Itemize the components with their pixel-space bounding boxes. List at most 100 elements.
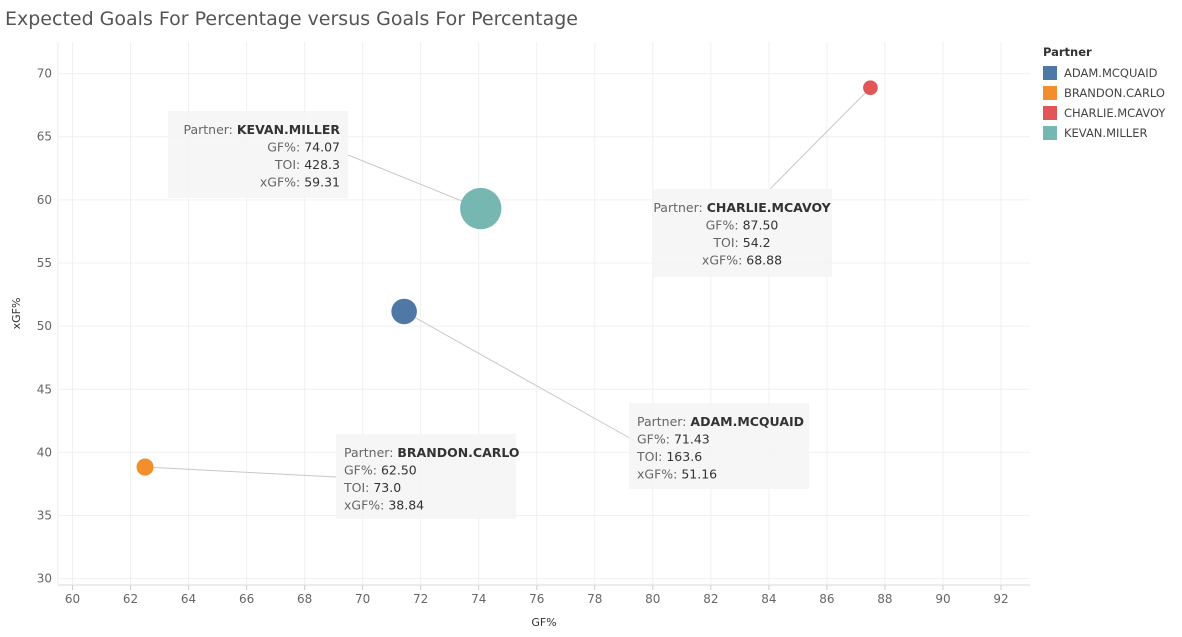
annotation-value: KEVAN.MILLER — [237, 122, 340, 137]
annotation-line: xGF%: 68.88 — [702, 253, 782, 268]
annotation-key: xGF%: — [702, 253, 746, 268]
annotation-connector — [769, 87, 871, 190]
annotation-line: TOI: 54.2 — [712, 235, 770, 250]
chart-title: Expected Goals For Percentage versus Goa… — [5, 8, 578, 30]
legend-item[interactable]: BRANDON.CARLO — [1043, 83, 1165, 103]
legend-title: Partner — [1043, 45, 1092, 59]
annotation-value: 38.84 — [388, 498, 424, 513]
annotation-line: TOI: 73.0 — [343, 480, 401, 495]
point-brandon-carlo[interactable] — [136, 458, 154, 476]
annotation-value: 54.2 — [743, 235, 771, 250]
annotation-line: GF%: 87.50 — [706, 218, 779, 233]
annotation-value: 62.50 — [381, 463, 417, 478]
annotation-line: Partner: BRANDON.CARLO — [344, 445, 520, 460]
x-tick-label: 84 — [761, 592, 776, 606]
x-tick-label: 88 — [877, 592, 892, 606]
y-tick-label: 45 — [37, 382, 52, 396]
annotation-value: 68.88 — [746, 253, 782, 268]
legend: Partner ADAM.MCQUAID BRANDON.CARLO CHARLIE… — [1043, 45, 1165, 143]
annotation-value: 428.3 — [304, 157, 340, 172]
legend-item[interactable]: CHARLIE.MCAVOY — [1043, 103, 1165, 123]
annotation-line: Partner: ADAM.MCQUAID — [637, 414, 804, 429]
annotation-key: GF%: — [267, 140, 304, 155]
annotation-line: xGF%: 59.31 — [260, 175, 340, 190]
y-tick-label: 65 — [37, 130, 52, 144]
annotation-line: Partner: CHARLIE.MCAVOY — [653, 200, 831, 215]
y-tick-label: 55 — [37, 256, 52, 270]
annotation-key: TOI: — [343, 480, 373, 495]
legend-label: KEVAN.MILLER — [1064, 126, 1148, 140]
annotation-key: Partner: — [183, 122, 236, 137]
annotation-value: 59.31 — [304, 175, 340, 190]
y-tick-label: 70 — [37, 67, 52, 81]
x-axis-ticks: 60 62 64 66 68 70 72 74 76 78 80 82 84 86 88 90 92 — [65, 585, 1009, 606]
annotation-adam-mcquaid: Partner: ADAM.MCQUAID GF%: 71.43 TOI: 163.… — [629, 403, 809, 489]
legend-label: ADAM.MCQUAID — [1064, 66, 1158, 80]
x-tick-label: 60 — [65, 592, 80, 606]
x-tick-label: 62 — [123, 592, 138, 606]
y-tick-label: 40 — [37, 445, 52, 459]
x-tick-label: 90 — [935, 592, 950, 606]
annotation-line: GF%: 74.07 — [267, 140, 340, 155]
x-tick-label: 68 — [297, 592, 312, 606]
point-charlie-mcavoy[interactable] — [863, 80, 878, 96]
annotation-value: 71.43 — [674, 432, 710, 447]
x-tick-label: 64 — [181, 592, 196, 606]
annotation-value: 73.0 — [373, 480, 401, 495]
annotation-line: TOI: 163.6 — [636, 449, 702, 464]
annotation-key: TOI: — [712, 235, 742, 250]
annotation-value: ADAM.MCQUAID — [690, 414, 804, 429]
legend-swatch — [1043, 86, 1057, 100]
legend-item[interactable]: ADAM.MCQUAID — [1043, 63, 1165, 83]
annotation-box — [629, 403, 809, 489]
annotation-line: GF%: 71.43 — [637, 432, 710, 447]
annotation-value: BRANDON.CARLO — [397, 445, 519, 460]
x-tick-label: 72 — [413, 592, 428, 606]
annotation-key: TOI: — [274, 157, 304, 172]
annotation-key: Partner: — [637, 414, 690, 429]
x-tick-label: 66 — [239, 592, 254, 606]
annotation-line: xGF%: 51.16 — [637, 467, 717, 482]
y-axis-ticks: 30 35 40 45 50 55 60 65 70 — [37, 67, 52, 586]
annotation-line: xGF%: 38.84 — [344, 498, 424, 513]
point-kevan-miller[interactable] — [460, 187, 502, 230]
annotation-key: xGF%: — [260, 175, 304, 190]
x-tick-label: 86 — [819, 592, 834, 606]
legend-item[interactable]: KEVAN.MILLER — [1043, 123, 1165, 143]
annotations: Partner: ADAM.MCQUAID GF%: 71.43 TOI: 163.… — [168, 111, 832, 519]
annotation-line: TOI: 428.3 — [274, 157, 340, 172]
annotation-value: 163.6 — [666, 449, 702, 464]
annotation-value: CHARLIE.MCAVOY — [707, 200, 832, 215]
annotation-box — [168, 111, 348, 198]
annotation-key: Partner: — [344, 445, 397, 460]
x-tick-label: 80 — [645, 592, 660, 606]
annotation-key: xGF%: — [344, 498, 388, 513]
annotation-connector — [347, 154, 481, 210]
y-tick-label: 35 — [37, 509, 52, 523]
point-adam-mcquaid[interactable] — [391, 298, 417, 325]
annotation-value: 87.50 — [743, 218, 779, 233]
annotation-value: 74.07 — [304, 140, 340, 155]
legend-swatch — [1043, 66, 1057, 80]
annotation-key: GF%: — [344, 463, 381, 478]
data-points — [136, 80, 878, 476]
legend-label: BRANDON.CARLO — [1064, 86, 1165, 100]
annotation-box — [652, 189, 832, 277]
annotation-line: Partner: KEVAN.MILLER — [183, 122, 340, 137]
x-tick-label: 70 — [355, 592, 370, 606]
y-tick-label: 30 — [37, 572, 52, 586]
legend-swatch — [1043, 106, 1057, 120]
grid — [57, 42, 1030, 586]
annotation-box — [336, 434, 516, 519]
annotation-key: GF%: — [706, 218, 743, 233]
annotation-key: Partner: — [653, 200, 706, 215]
annotation-key: xGF%: — [637, 467, 681, 482]
legend-label: CHARLIE.MCAVOY — [1064, 106, 1166, 120]
annotation-key: TOI: — [636, 449, 666, 464]
annotation-connectors — [145, 87, 871, 478]
x-tick-label: 82 — [703, 592, 718, 606]
x-tick-label: 78 — [587, 592, 602, 606]
